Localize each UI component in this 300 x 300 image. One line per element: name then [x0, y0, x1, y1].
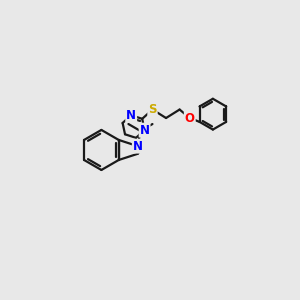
Text: N: N	[140, 124, 150, 136]
Text: O: O	[185, 112, 195, 124]
Text: N: N	[126, 109, 136, 122]
Text: S: S	[148, 103, 157, 116]
Text: N: N	[133, 140, 143, 153]
